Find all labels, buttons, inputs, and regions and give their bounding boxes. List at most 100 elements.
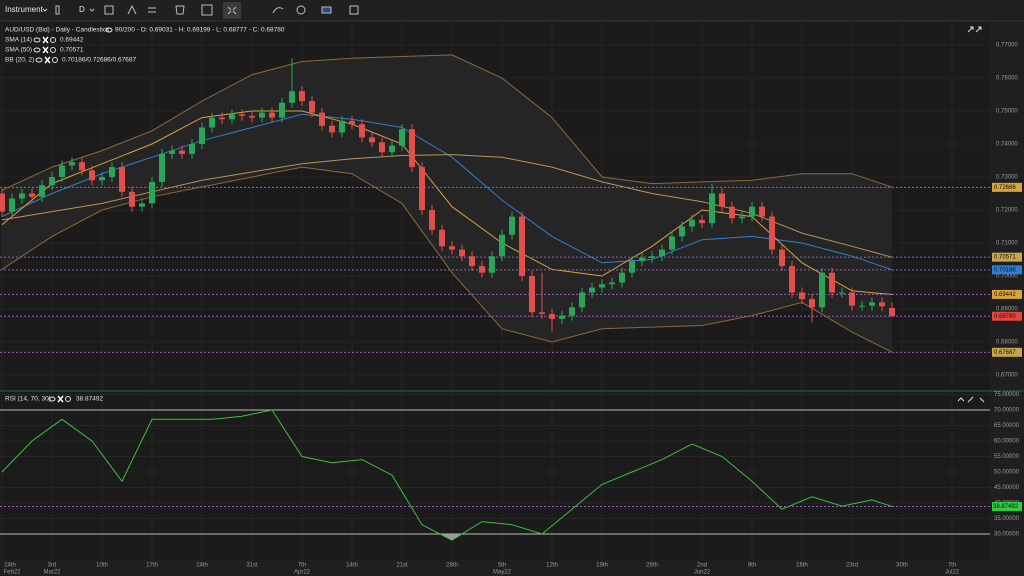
candle-body: [649, 256, 655, 258]
x-tick-label: 24th: [196, 563, 208, 569]
candle-body: [199, 127, 205, 144]
price-marker: [992, 289, 1022, 299]
candle-body: [789, 266, 795, 293]
indicator-icon[interactable]: [104, 5, 114, 15]
x-tick-label: 19th: [596, 563, 608, 569]
candle-body: [449, 246, 455, 250]
x-tick-label: 21st: [396, 563, 408, 569]
candle-body: [369, 137, 375, 143]
flag-icon[interactable]: [321, 6, 332, 14]
band-line: [1, 54, 893, 191]
candle-body: [699, 219, 705, 224]
y-tick-label: 30.00000: [994, 532, 1020, 538]
y-tick-label: 0.76000: [996, 76, 1018, 82]
y-tick-label: 65.00000: [994, 423, 1020, 429]
rsi-oversold-fill: [439, 533, 543, 541]
caret: [89, 8, 95, 12]
candle-body: [249, 115, 255, 118]
candle-body: [579, 292, 585, 308]
candle-body: [619, 272, 625, 283]
candle-body: [359, 124, 365, 138]
y-tick-label: 0.69000: [996, 307, 1018, 313]
x-tick-label: 30th: [896, 563, 908, 569]
ohlc-info: 90/200 - O: 0.69031 - H: 0.69199 - L: 0.…: [115, 27, 285, 34]
price-marker: [992, 347, 1022, 357]
candle-body: [489, 256, 495, 273]
legend-name: BB (20, 2): [5, 57, 34, 64]
x-tick-label: 26th: [646, 563, 658, 569]
draw-icon[interactable]: [127, 4, 137, 15]
candle-body: [319, 112, 325, 126]
eye-icon: [33, 37, 41, 43]
candle-body: [559, 315, 565, 319]
band-fill: [2, 54, 892, 353]
candle-body: [849, 292, 855, 306]
candle-body: [79, 162, 85, 171]
fit-icon: [227, 6, 237, 15]
expand-icon[interactable]: [967, 26, 982, 33]
theme-icon[interactable]: [296, 5, 306, 15]
time-axis: [0, 560, 1024, 576]
legend-name: SMA (14): [5, 37, 32, 44]
candle-body: [209, 117, 215, 128]
candle-body: [759, 206, 765, 217]
candle-body: [429, 209, 435, 230]
candle-body: [389, 145, 395, 153]
y-tick-label: 0.74000: [996, 142, 1018, 148]
candle-body: [379, 142, 385, 153]
candle-body: [889, 307, 895, 317]
candle-body: [859, 305, 865, 307]
price-marker-label: 0.70571: [994, 255, 1016, 261]
layout-icon[interactable]: [201, 4, 213, 16]
candle-body: [819, 272, 825, 308]
candle-body: [89, 170, 95, 181]
candle-body: [49, 176, 55, 186]
y-tick-label: 0.75000: [996, 109, 1018, 115]
chart-title: AUD/USD (Bid) - Daily - Candlestick: [5, 27, 110, 34]
candle-body: [99, 176, 105, 181]
settings-icon: [50, 37, 56, 43]
candle-body: [779, 249, 785, 267]
y-tick-label: 35.00000: [994, 516, 1020, 522]
candle-body: [409, 129, 415, 168]
candle-body: [529, 275, 535, 313]
candle-body: [169, 150, 175, 154]
y-tick-label: 0.73000: [996, 175, 1018, 181]
rsi-title: RSI (14, 70, 30): [5, 396, 51, 403]
candle-body: [59, 165, 65, 177]
x-tick-label: 7th: [948, 563, 956, 569]
share-icon[interactable]: [272, 7, 284, 14]
tools-icon[interactable]: [148, 7, 156, 13]
candle-body: [269, 112, 275, 118]
y-tick-label: 75.00000: [994, 392, 1020, 398]
candle-body: [499, 234, 505, 257]
candle-body: [729, 206, 735, 219]
candle-body: [689, 219, 695, 227]
remove-icon: [44, 56, 51, 64]
candle-body: [19, 193, 25, 199]
x-tick-label: 16th: [796, 563, 808, 569]
candle-body: [9, 198, 15, 212]
candle-body: [539, 312, 545, 314]
trash-icon[interactable]: [175, 5, 185, 15]
timeframe-menu[interactable]: D: [79, 5, 85, 14]
settings-icon: [52, 57, 58, 63]
candle-body: [569, 307, 575, 316]
window-icon[interactable]: [349, 5, 359, 15]
x-tick-sublabel: Feb22: [3, 570, 21, 576]
candle-body: [879, 302, 885, 307]
active-button[interactable]: [223, 2, 241, 19]
pane-controls[interactable]: [957, 396, 985, 403]
instrument-menu[interactable]: Instrument: [5, 5, 44, 14]
x-tick-label: 31st: [246, 563, 258, 569]
candle-body: [229, 114, 235, 120]
candle-body: [129, 191, 135, 207]
bar-icon[interactable]: [55, 5, 60, 15]
price-marker: [992, 252, 1022, 262]
x-tick-label: 5th: [498, 563, 506, 569]
rsi-marker-label: 38.87492: [993, 504, 1019, 510]
band-middle: [1, 113, 893, 271]
